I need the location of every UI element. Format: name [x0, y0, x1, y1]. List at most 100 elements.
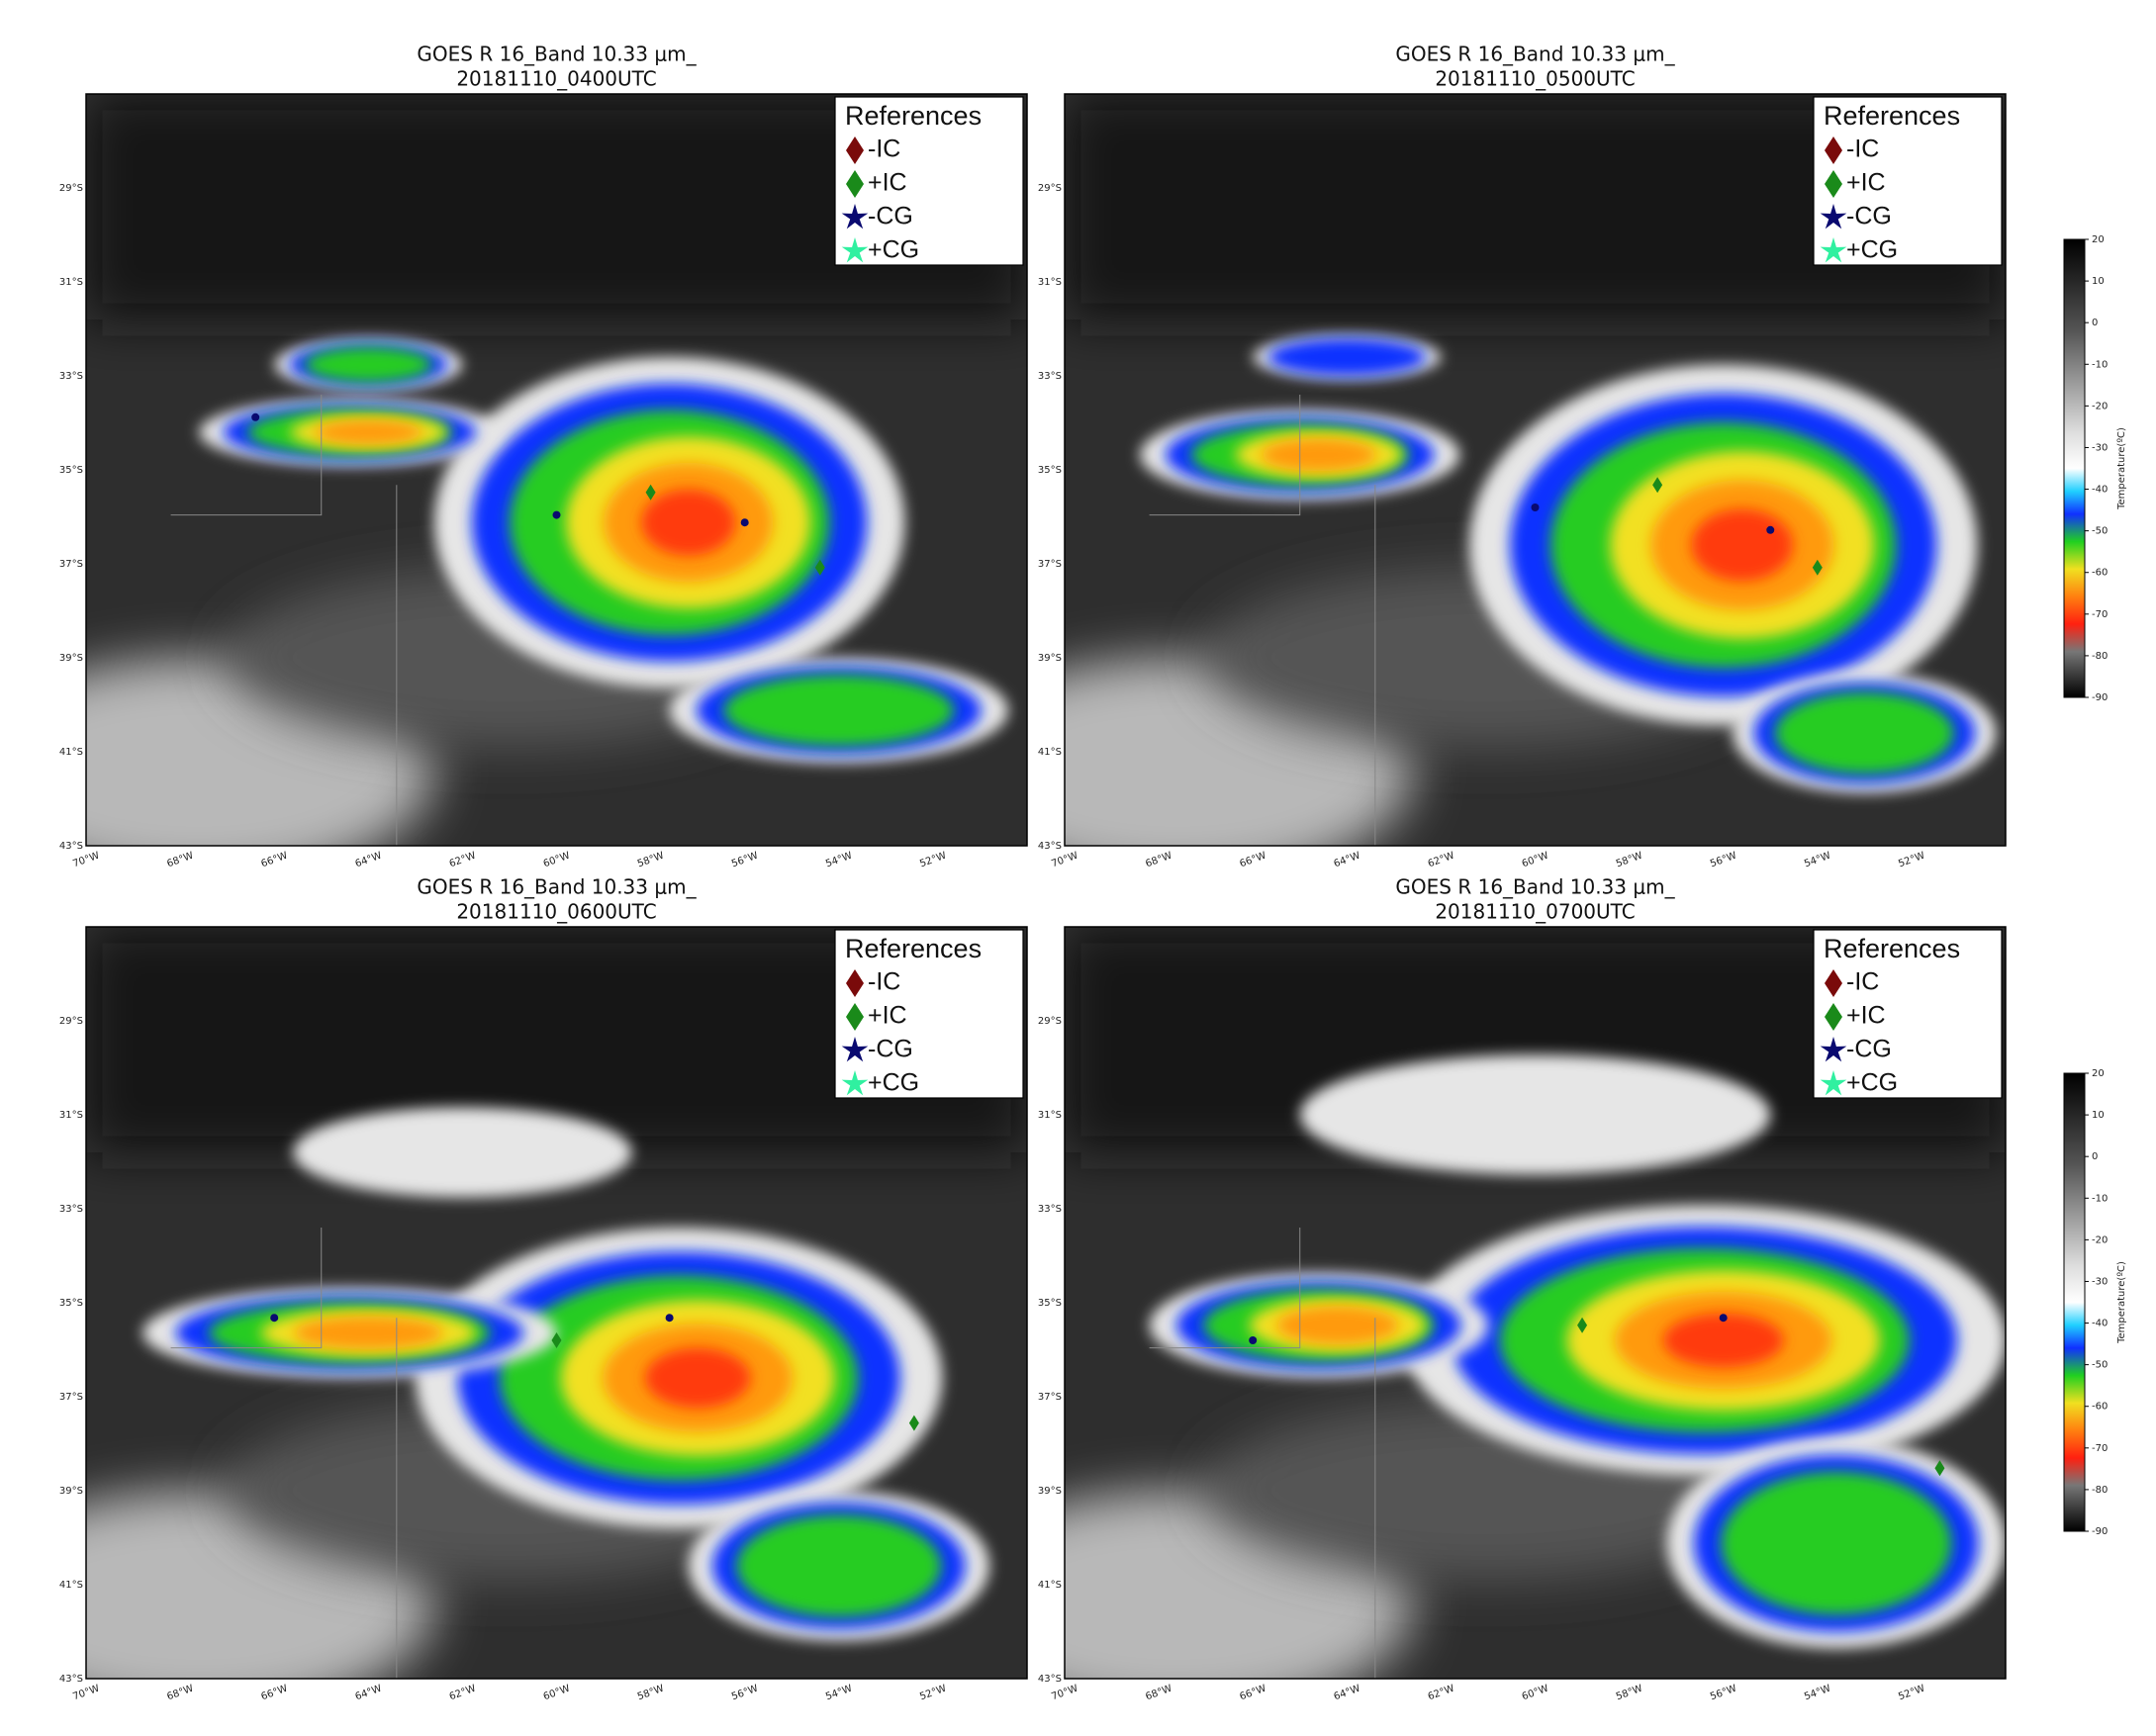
cloud-layer — [641, 489, 736, 556]
legend-label: +IC — [868, 169, 907, 197]
lat-tick-label: 29°S — [1038, 1016, 1062, 1027]
lat-tick-label: 35°S — [1038, 465, 1062, 476]
cloud-layer — [304, 346, 432, 383]
lon-tick-label: 70°W — [71, 1684, 101, 1703]
legend-label: -CG — [868, 203, 913, 230]
cloud-layer — [736, 1514, 942, 1617]
lat-tick-label: 41°S — [1038, 1580, 1062, 1591]
legend-label: +CG — [1846, 1069, 1898, 1097]
colorbar-tick-label: -60 — [2092, 1402, 2108, 1413]
legend-star — [841, 204, 869, 229]
lat-tick-label: 43°S — [59, 841, 83, 852]
lat-tick-label: 35°S — [59, 1298, 83, 1309]
lon-tick-label: 68°W — [165, 1684, 195, 1703]
colorbar — [2063, 1072, 2086, 1532]
lon-tick-label: 58°W — [636, 851, 666, 870]
legend-box — [1813, 96, 2003, 266]
lon-tick-label: 68°W — [165, 851, 195, 870]
colorbar-tick-label: -30 — [2092, 442, 2108, 453]
lat-tick-label: 29°S — [1038, 183, 1062, 194]
border-line — [170, 395, 398, 846]
legend-diamond — [1825, 969, 1842, 997]
cloud-layer — [1721, 1471, 1952, 1615]
colorbar-tick-label: 20 — [2092, 1068, 2105, 1079]
legend-star — [1820, 237, 1847, 263]
border-line — [1149, 395, 1376, 846]
lightning-ic — [1577, 1317, 1588, 1333]
lon-tick-label: 54°W — [1803, 851, 1832, 870]
lightning-cg — [1766, 525, 1775, 534]
cloud-layer — [1662, 1313, 1784, 1368]
lon-tick-label: 58°W — [636, 1684, 666, 1703]
lightning-ic — [908, 1415, 919, 1431]
lon-tick-label: 58°W — [1615, 851, 1644, 870]
legend-label: +CG — [868, 236, 919, 264]
cloud-layer — [1299, 1054, 1771, 1175]
lightning-ic — [814, 559, 825, 576]
colorbar-tick-label: -10 — [2092, 359, 2108, 370]
colorbar-tick-label: -50 — [2092, 526, 2108, 537]
lightning-cg — [1719, 1314, 1728, 1323]
panel-title: GOES R 16_Band 10.33 μm_ — [1395, 43, 1675, 66]
lightning-ic — [645, 484, 656, 501]
lon-tick-label: 56°W — [1709, 851, 1738, 870]
lon-tick-label: 66°W — [260, 1684, 290, 1703]
lat-tick-label: 37°S — [1038, 1392, 1062, 1403]
legend-label: -CG — [868, 1036, 913, 1063]
cloud-layer — [723, 675, 955, 747]
lat-tick-label: 33°S — [1038, 1204, 1062, 1215]
lat-tick-label: 41°S — [1038, 747, 1062, 758]
cloud-layer — [314, 419, 423, 445]
lightning-cg — [1249, 1336, 1258, 1344]
colorbar-tick-label: -50 — [2092, 1360, 2108, 1371]
legend-diamond — [846, 969, 864, 997]
lightning-ic — [1652, 477, 1663, 494]
lon-tick-label: 70°W — [71, 851, 101, 870]
legend-label: +IC — [868, 1002, 907, 1030]
lat-tick-label: 37°S — [59, 559, 83, 570]
colorbar-tick-label: -90 — [2092, 1526, 2108, 1537]
lon-tick-label: 60°W — [1521, 1684, 1550, 1703]
lon-tick-label: 60°W — [542, 851, 572, 870]
lon-tick-label: 62°W — [448, 1684, 478, 1703]
legend-box — [834, 929, 1024, 1099]
colorbar-tick-label: -40 — [2092, 485, 2108, 496]
colorbar-tick-label: -40 — [2092, 1319, 2108, 1329]
lat-tick-label: 41°S — [59, 747, 83, 758]
colorbar-tick-label: -70 — [2092, 1443, 2108, 1454]
colorbar-tick-label: -20 — [2092, 401, 2108, 411]
legend-title: References — [845, 101, 982, 131]
lon-tick-label: 54°W — [824, 1684, 854, 1703]
colorbar-tick-label: -80 — [2092, 1485, 2108, 1496]
lon-tick-label: 52°W — [1897, 851, 1926, 870]
colorbar-tick-label: -80 — [2092, 651, 2108, 662]
panel-time: 20181110_0600UTC — [456, 900, 656, 924]
panel-title: GOES R 16_Band 10.33 μm_ — [417, 43, 697, 66]
panel-title: GOES R 16_Band 10.33 μm_ — [417, 875, 697, 899]
panel-time: 20181110_0700UTC — [1435, 900, 1635, 924]
legend-label: -CG — [1846, 203, 1892, 230]
lat-tick-label: 31°S — [59, 1110, 83, 1121]
legend-diamond — [846, 170, 864, 198]
lat-tick-label: 35°S — [59, 465, 83, 476]
colorbar-tick-label: 10 — [2092, 276, 2105, 287]
lon-tick-label: 68°W — [1144, 851, 1173, 870]
map-frame — [1064, 926, 2007, 1680]
cloud-layer — [1691, 508, 1794, 582]
lon-tick-label: 66°W — [1239, 851, 1268, 870]
legend-label: -IC — [1846, 968, 1879, 996]
legend-label: +CG — [868, 1069, 919, 1097]
lon-tick-label: 62°W — [1427, 1684, 1456, 1703]
legend-diamond — [1825, 170, 1842, 198]
lat-tick-label: 33°S — [1038, 371, 1062, 382]
lat-tick-label: 31°S — [59, 277, 83, 288]
lat-tick-label: 29°S — [59, 183, 83, 194]
lightning-cg — [251, 412, 260, 421]
satellite-image — [86, 927, 1027, 1679]
lat-tick-label: 29°S — [59, 1016, 83, 1027]
lon-tick-label: 66°W — [260, 851, 290, 870]
lat-tick-label: 39°S — [1038, 1486, 1062, 1497]
colorbar-tick-label: 0 — [2092, 318, 2098, 328]
legend-label: -IC — [868, 136, 900, 163]
colorbar-label: Temperature(ºC) — [2116, 427, 2127, 510]
